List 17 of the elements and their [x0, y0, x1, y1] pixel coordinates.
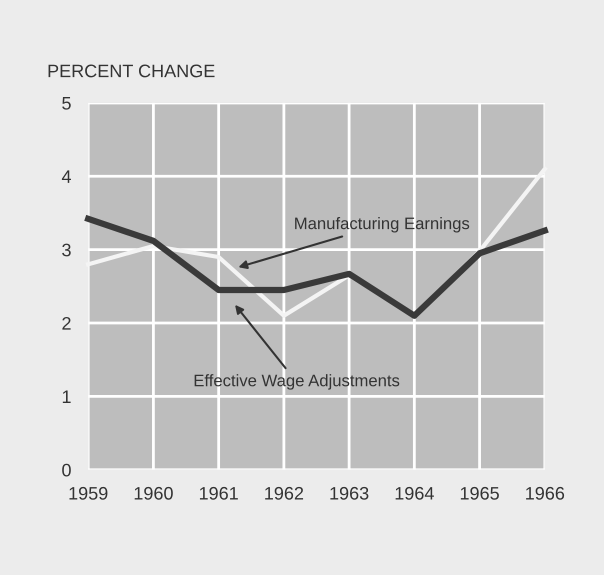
x-tick-label: 1960 — [134, 486, 173, 500]
y-tick-label: 4 — [62, 170, 71, 183]
series-label: Manufacturing Earnings — [295, 217, 470, 233]
x-tick-label: 1962 — [265, 486, 304, 500]
y-tick-label: 0 — [62, 464, 71, 476]
y-tick-label: 5 — [62, 97, 71, 110]
text: Effective Wage Adjustments — [194, 374, 400, 390]
x-tick-label: 1964 — [396, 486, 434, 500]
y-tick-label: 2 — [62, 316, 71, 330]
y-tick-label: 3 — [62, 244, 71, 256]
x-tick-label: 1961 — [200, 486, 238, 500]
x-tick-label: 1965 — [460, 486, 499, 500]
x-tick-label: 1963 — [330, 486, 368, 500]
y-axis-title: PERCENT CHANGE — [48, 64, 215, 78]
x-tick-label: 1959 — [69, 486, 108, 500]
y-tick-label: 1 — [62, 390, 71, 403]
x-tick-label: 1966 — [526, 486, 564, 500]
